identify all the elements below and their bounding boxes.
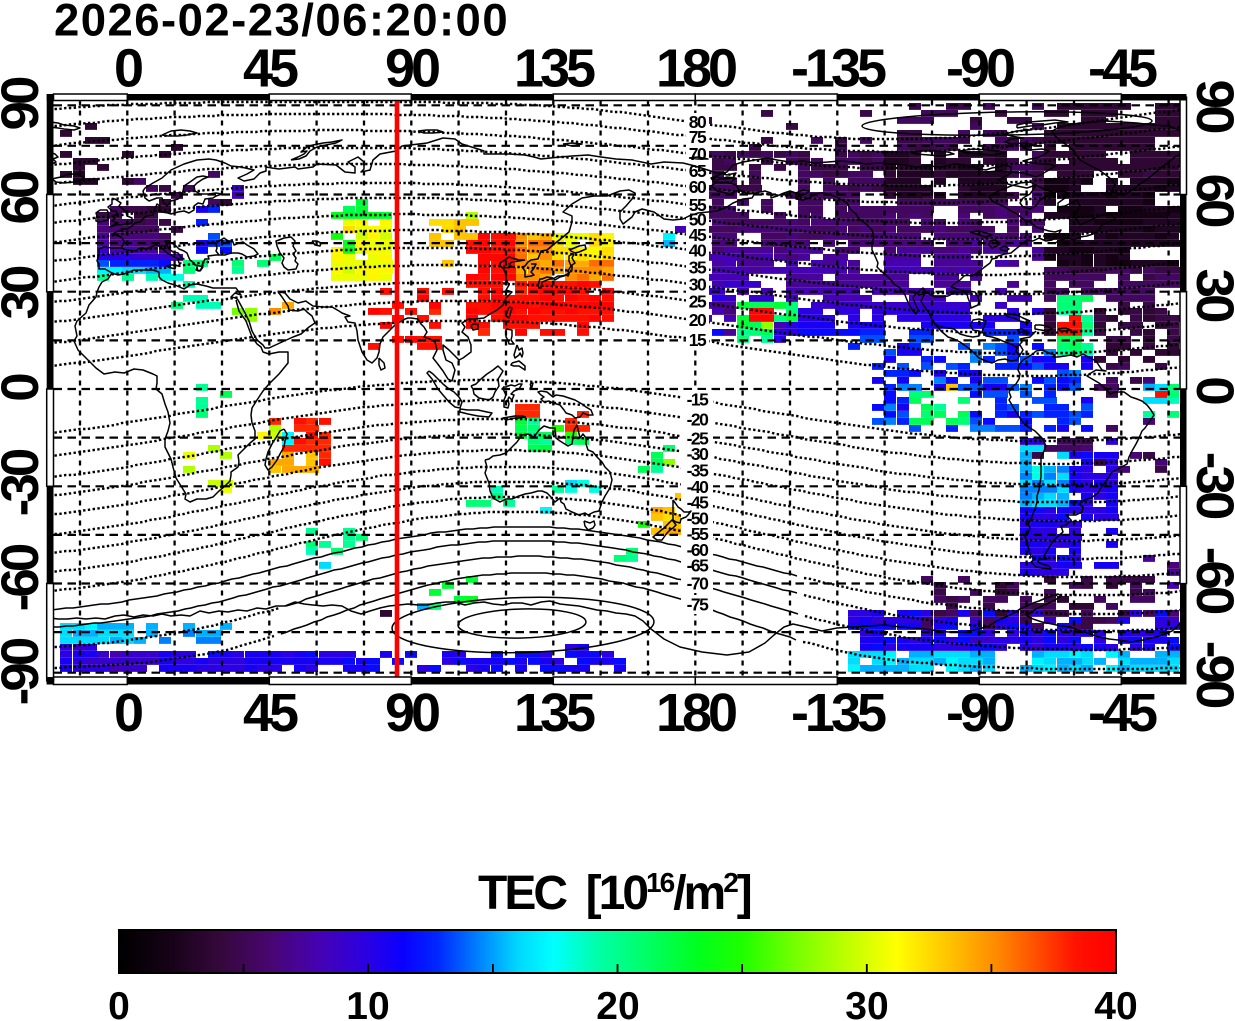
svg-text:40: 40: [689, 241, 707, 261]
svg-text:25: 25: [689, 292, 707, 312]
svg-text:35: 35: [689, 258, 707, 278]
svg-text:30: 30: [0, 266, 50, 319]
svg-text:0: 0: [114, 39, 142, 99]
svg-text:60: 60: [1185, 174, 1235, 227]
svg-text:-60: -60: [1185, 547, 1235, 614]
svg-text:45: 45: [243, 39, 298, 99]
svg-text:-60: -60: [687, 540, 710, 560]
svg-text:-25: -25: [687, 428, 710, 448]
svg-text:2026-02-23/06:20:00: 2026-02-23/06:20:00: [54, 0, 509, 46]
svg-text:-45: -45: [687, 493, 710, 513]
svg-text:-90: -90: [946, 39, 1014, 99]
svg-text:-15: -15: [687, 390, 710, 410]
svg-text:135: 135: [514, 683, 595, 743]
svg-text:-20: -20: [687, 410, 710, 430]
svg-text:75: 75: [689, 127, 707, 147]
svg-text:TEC [1016/m2]: TEC [1016/m2]: [478, 867, 751, 920]
svg-text:90: 90: [0, 77, 50, 130]
svg-text:80: 80: [689, 112, 707, 132]
svg-text:60: 60: [0, 171, 50, 224]
svg-text:20: 20: [596, 985, 639, 1021]
svg-text:-70: -70: [687, 574, 710, 594]
svg-text:30: 30: [689, 275, 707, 295]
svg-text:20: 20: [689, 310, 707, 330]
svg-text:-45: -45: [1088, 683, 1157, 743]
svg-text:55: 55: [689, 195, 707, 215]
svg-text:40: 40: [1094, 985, 1137, 1021]
svg-text:-45: -45: [1088, 39, 1157, 99]
svg-text:90: 90: [385, 39, 439, 99]
svg-text:90: 90: [385, 683, 439, 743]
svg-text:60: 60: [689, 177, 707, 197]
svg-text:90: 90: [1185, 80, 1235, 133]
svg-text:-75: -75: [687, 594, 710, 614]
svg-text:-30: -30: [1185, 452, 1235, 519]
svg-text:-90: -90: [1185, 641, 1235, 708]
svg-text:30: 30: [845, 985, 888, 1021]
svg-text:-65: -65: [687, 556, 710, 576]
svg-text:-35: -35: [687, 460, 710, 480]
svg-text:-90: -90: [0, 638, 50, 705]
svg-text:0: 0: [0, 374, 50, 402]
svg-text:-30: -30: [0, 449, 50, 516]
svg-text:-30: -30: [687, 444, 710, 464]
svg-text:-40: -40: [687, 477, 710, 497]
svg-text:30: 30: [1185, 269, 1235, 322]
svg-text:10: 10: [346, 985, 389, 1021]
svg-text:0: 0: [114, 683, 142, 743]
svg-text:0: 0: [1185, 376, 1235, 404]
svg-text:-135: -135: [791, 683, 886, 743]
svg-text:-50: -50: [687, 508, 710, 528]
svg-text:0: 0: [108, 985, 130, 1021]
svg-text:45: 45: [689, 225, 707, 245]
svg-text:-55: -55: [687, 524, 710, 544]
svg-text:15: 15: [689, 330, 707, 350]
svg-text:-135: -135: [791, 39, 886, 99]
svg-text:180: 180: [656, 683, 736, 743]
svg-text:45: 45: [243, 683, 298, 743]
svg-text:-90: -90: [946, 683, 1014, 743]
svg-text:-60: -60: [0, 544, 50, 611]
svg-text:180: 180: [656, 39, 736, 99]
svg-text:135: 135: [514, 39, 595, 99]
